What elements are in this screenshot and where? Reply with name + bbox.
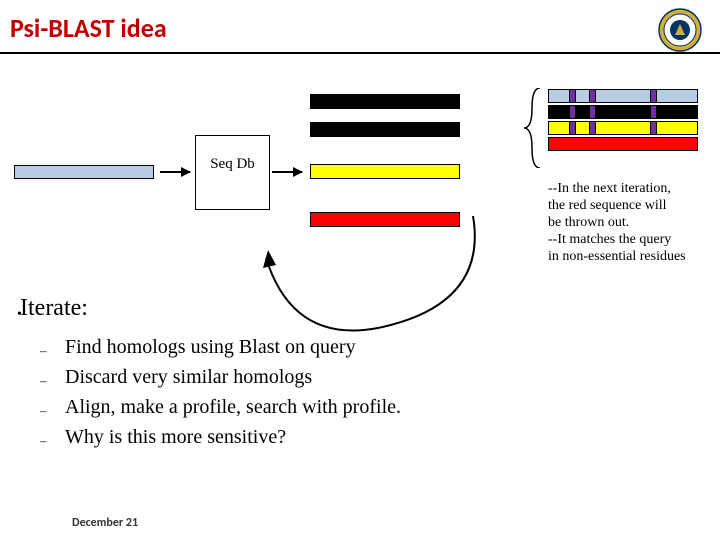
alignment-segment — [656, 121, 698, 135]
sub-item-text: Align, make a profile, search with profi… — [65, 396, 401, 418]
page-title: Psi-BLAST idea — [0, 0, 720, 54]
content-area: • Iterate: –Find homologs using Blast on… — [20, 295, 401, 452]
alignment-segment — [595, 89, 650, 103]
result-sequence-bar — [310, 94, 460, 109]
alignment-segment — [575, 89, 589, 103]
iterate-heading: Iterate: — [20, 295, 401, 322]
annotation-line: in non-essential residues — [548, 248, 708, 265]
diagram-area: Seq Db --In the next iteration,the red s… — [0, 60, 720, 290]
sub-item-text: Why is this more sensitive? — [65, 426, 286, 448]
annotation-line: --In the next iteration, — [548, 180, 708, 197]
alignment-segment — [595, 105, 650, 119]
alignment-row — [548, 137, 698, 151]
annotation-line: the red sequence will — [548, 197, 708, 214]
sub-item-text: Discard very similar homologs — [65, 366, 312, 388]
alignment-segment — [548, 105, 569, 119]
alignment-row — [548, 89, 698, 103]
dash-icon: – — [40, 336, 47, 366]
annotation-line: --It matches the query — [548, 231, 708, 248]
dash-icon: – — [40, 366, 47, 396]
arrow-to-db-icon — [160, 171, 190, 173]
alignment-row — [548, 105, 698, 119]
alignment-segment — [575, 105, 589, 119]
alignment-segment — [548, 121, 569, 135]
annotation-text: --In the next iteration,the red sequence… — [548, 180, 708, 265]
seq-db-box: Seq Db — [195, 135, 270, 210]
footer-date: December 21 — [72, 516, 138, 530]
alignment-segment — [656, 89, 698, 103]
alignment-row — [548, 121, 698, 135]
alignment-segment — [575, 121, 589, 135]
bullet-icon: • — [17, 307, 22, 323]
sub-list-item: –Why is this more sensitive? — [65, 422, 401, 452]
annotation-line: be thrown out. — [548, 214, 708, 231]
sub-item-text: Find homologs using Blast on query — [65, 336, 356, 358]
dash-icon: – — [40, 426, 47, 456]
dash-icon: – — [40, 396, 47, 426]
arrow-from-db-icon — [272, 171, 302, 173]
alignment-segment — [595, 121, 650, 135]
alignment-segment — [656, 105, 698, 119]
result-sequence-bar — [310, 122, 460, 137]
sub-list: –Find homologs using Blast on query–Disc… — [65, 332, 401, 452]
sub-list-item: –Align, make a profile, search with prof… — [65, 392, 401, 422]
alignment-segment — [548, 89, 569, 103]
alignment-stack — [548, 89, 698, 153]
query-sequence-bar — [14, 165, 154, 179]
result-sequence-bar — [310, 164, 460, 179]
ucsd-logo-icon — [658, 8, 702, 52]
bracket-icon — [520, 88, 544, 168]
sub-list-item: –Find homologs using Blast on query — [65, 332, 401, 362]
alignment-segment — [548, 137, 698, 151]
sub-list-item: –Discard very similar homologs — [65, 362, 401, 392]
